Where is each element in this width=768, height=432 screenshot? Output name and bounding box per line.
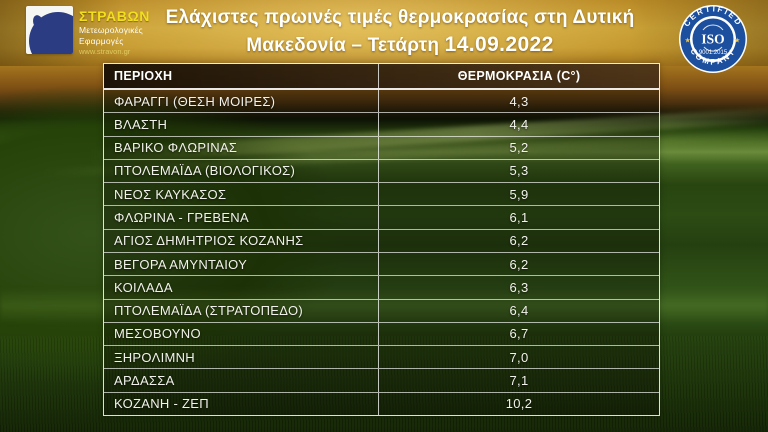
title-date: 14.09.2022 [444, 33, 554, 56]
stravon-logo-icon [26, 6, 73, 54]
region-cell: ΒΕΓΟΡΑ ΑΜΥΝΤΑΙΟΥ [104, 252, 379, 276]
table-body: ΦΑΡΑΓΓΙ (ΘΕΣΗ ΜΟΙΡΕΣ) 4,3 ΒΛΑΣΤΗ 4,4 ΒΑΡ… [104, 90, 659, 415]
page-title: Ελάχιστες πρωινές τιμές θερμοκρασίας στη… [132, 5, 668, 59]
temperature-cell: 6,4 [509, 303, 529, 319]
region-cell: ΑΓΙΟΣ ΔΗΜΗΤΡΙΟΣ ΚΟΖΑΝΗΣ [104, 229, 379, 252]
table-row: ΠΤΟΛΕΜΑΪΔΑ (ΣΤΡΑΤΟΠΕΔΟ) 6,4 [104, 299, 659, 323]
grass-texture [0, 336, 768, 432]
region-cell: ΚΟΙΛΑΔΑ [104, 276, 379, 299]
banner-gold-glow [0, 0, 768, 66]
region-cell: ΒΑΡΙΚΟ ΦΛΩΡΙΝΑΣ [104, 136, 379, 159]
table-row: ΑΓΙΟΣ ΔΗΜΗΤΡΙΟΣ ΚΟΖΑΝΗΣ 6,2 [104, 229, 659, 253]
temperature-cell: 5,9 [509, 186, 529, 202]
logo-subtitle-2: Εφαρμογές [79, 35, 124, 46]
region-cell: ΦΛΩΡΙΝΑ - ΓΡΕΒΕΝΑ [104, 206, 379, 229]
title-line-2-text: Μακεδονία – Τετάρτη [246, 35, 445, 56]
table-row: ΦΑΡΑΓΓΙ (ΘΕΣΗ ΜΟΙΡΕΣ) 4,3 [104, 90, 659, 114]
badge-iso-label: ISO [701, 32, 724, 47]
table-row: ΚΟΖΑΝΗ - ΖΕΠ 10,2 [104, 392, 659, 415]
title-line-1: Ελάχιστες πρωινές τιμές θερμοκρασίας στη… [165, 7, 635, 28]
table-row: ΦΛΩΡΙΝΑ - ΓΡΕΒΕΝΑ 6,1 [104, 206, 659, 230]
table-row: ΚΟΙΛΑΔΑ 6,3 [104, 276, 659, 300]
table-row: ΒΑΡΙΚΟ ΦΛΩΡΙΝΑΣ 5,2 [104, 136, 659, 160]
badge-iso-number: 9001:2015 [699, 50, 728, 56]
temperature-cell: 6,1 [509, 210, 529, 226]
hill-light-band [0, 288, 768, 324]
logo-brand-name: ΣΤΡΑΒΩΝ [79, 8, 151, 24]
temperature-cell: 5,3 [509, 163, 529, 179]
region-cell: ΠΤΟΛΕΜΑΪΔΑ (ΣΤΡΑΤΟΠΕΔΟ) [104, 299, 379, 322]
region-cell: ΜΕΣΟΒΟΥΝΟ [104, 322, 379, 346]
logo-website-url: www.stravon.gr [79, 47, 131, 56]
region-cell: ΒΛΑΣΤΗ [104, 113, 379, 136]
temperature-cell: 4,3 [509, 93, 529, 109]
region-cell: ΞΗΡΟΛΙΜΝΗ [104, 346, 379, 369]
table-row: ΞΗΡΟΛΙΜΝΗ 7,0 [104, 346, 659, 370]
region-cell: ΝΕΟΣ ΚΑΥΚΑΣΟΣ [104, 183, 379, 206]
banner-edge-shading [0, 0, 768, 66]
column-header-temperature: ΘΕΡΜΟΚΡΑΣΙΑ (C°) [457, 69, 581, 83]
region-cell: ΑΡΔΑΣΣΑ [104, 369, 379, 392]
badge-star-left-icon: ★ [685, 37, 691, 45]
stravon-logo: ΣΤΡΑΒΩΝ Μετεωρολογικές Εφαρμογές www.str… [26, 6, 150, 56]
temperature-cell: 5,2 [509, 140, 529, 156]
temperature-cell: 7,1 [509, 373, 529, 389]
stravon-logo-text: ΣΤΡΑΒΩΝ Μετεωρολογικές Εφαρμογές www.str… [79, 6, 150, 56]
temperature-cell: 6,3 [509, 279, 529, 295]
column-header-region: ΠΕΡΙΟΧΗ [104, 64, 379, 88]
table-row: ΒΛΑΣΤΗ 4,4 [104, 113, 659, 137]
iso-certified-badge-icon: CERTIFIED COMPANY ★ ★ ISO 9001:2015 [679, 4, 747, 73]
region-cell: ΦΑΡΑΓΓΙ (ΘΕΣΗ ΜΟΙΡΕΣ) [104, 90, 379, 113]
temperature-table: ΠΕΡΙΟΧΗ ΘΕΡΜΟΚΡΑΣΙΑ (C°) ΦΑΡΑΓΓΙ (ΘΕΣΗ Μ… [103, 63, 660, 416]
table-row: ΜΕΣΟΒΟΥΝΟ 6,7 [104, 322, 659, 347]
table-row: ΠΤΟΛΕΜΑΪΔΑ (ΒΙΟΛΟΓΙΚΟΣ) 5,3 [104, 159, 659, 184]
temperature-cell: 10,2 [505, 396, 533, 412]
table-row: ΝΕΟΣ ΚΑΥΚΑΣΟΣ 5,9 [104, 183, 659, 207]
temperature-cell: 6,2 [509, 233, 529, 249]
logo-subtitle-1: Μετεωρολογικές [79, 24, 143, 35]
table-row: ΒΕΓΟΡΑ ΑΜΥΝΤΑΙΟΥ 6,2 [104, 252, 659, 277]
temperature-cell: 4,4 [509, 116, 529, 132]
badge-star-right-icon: ★ [734, 37, 740, 45]
temperature-cell: 6,7 [509, 326, 529, 342]
title-line-2: Μακεδονία – Τετάρτη 14.09.2022 [132, 31, 668, 59]
table-header-row: ΠΕΡΙΟΧΗ ΘΕΡΜΟΚΡΑΣΙΑ (C°) [104, 64, 659, 90]
temperature-cell: 6,2 [509, 256, 529, 272]
temperature-cell: 7,0 [509, 349, 529, 365]
region-cell: ΚΟΖΑΝΗ - ΖΕΠ [104, 392, 379, 415]
table-row: ΑΡΔΑΣΣΑ 7,1 [104, 369, 659, 393]
region-cell: ΠΤΟΛΕΜΑΪΔΑ (ΒΙΟΛΟΓΙΚΟΣ) [104, 159, 379, 183]
